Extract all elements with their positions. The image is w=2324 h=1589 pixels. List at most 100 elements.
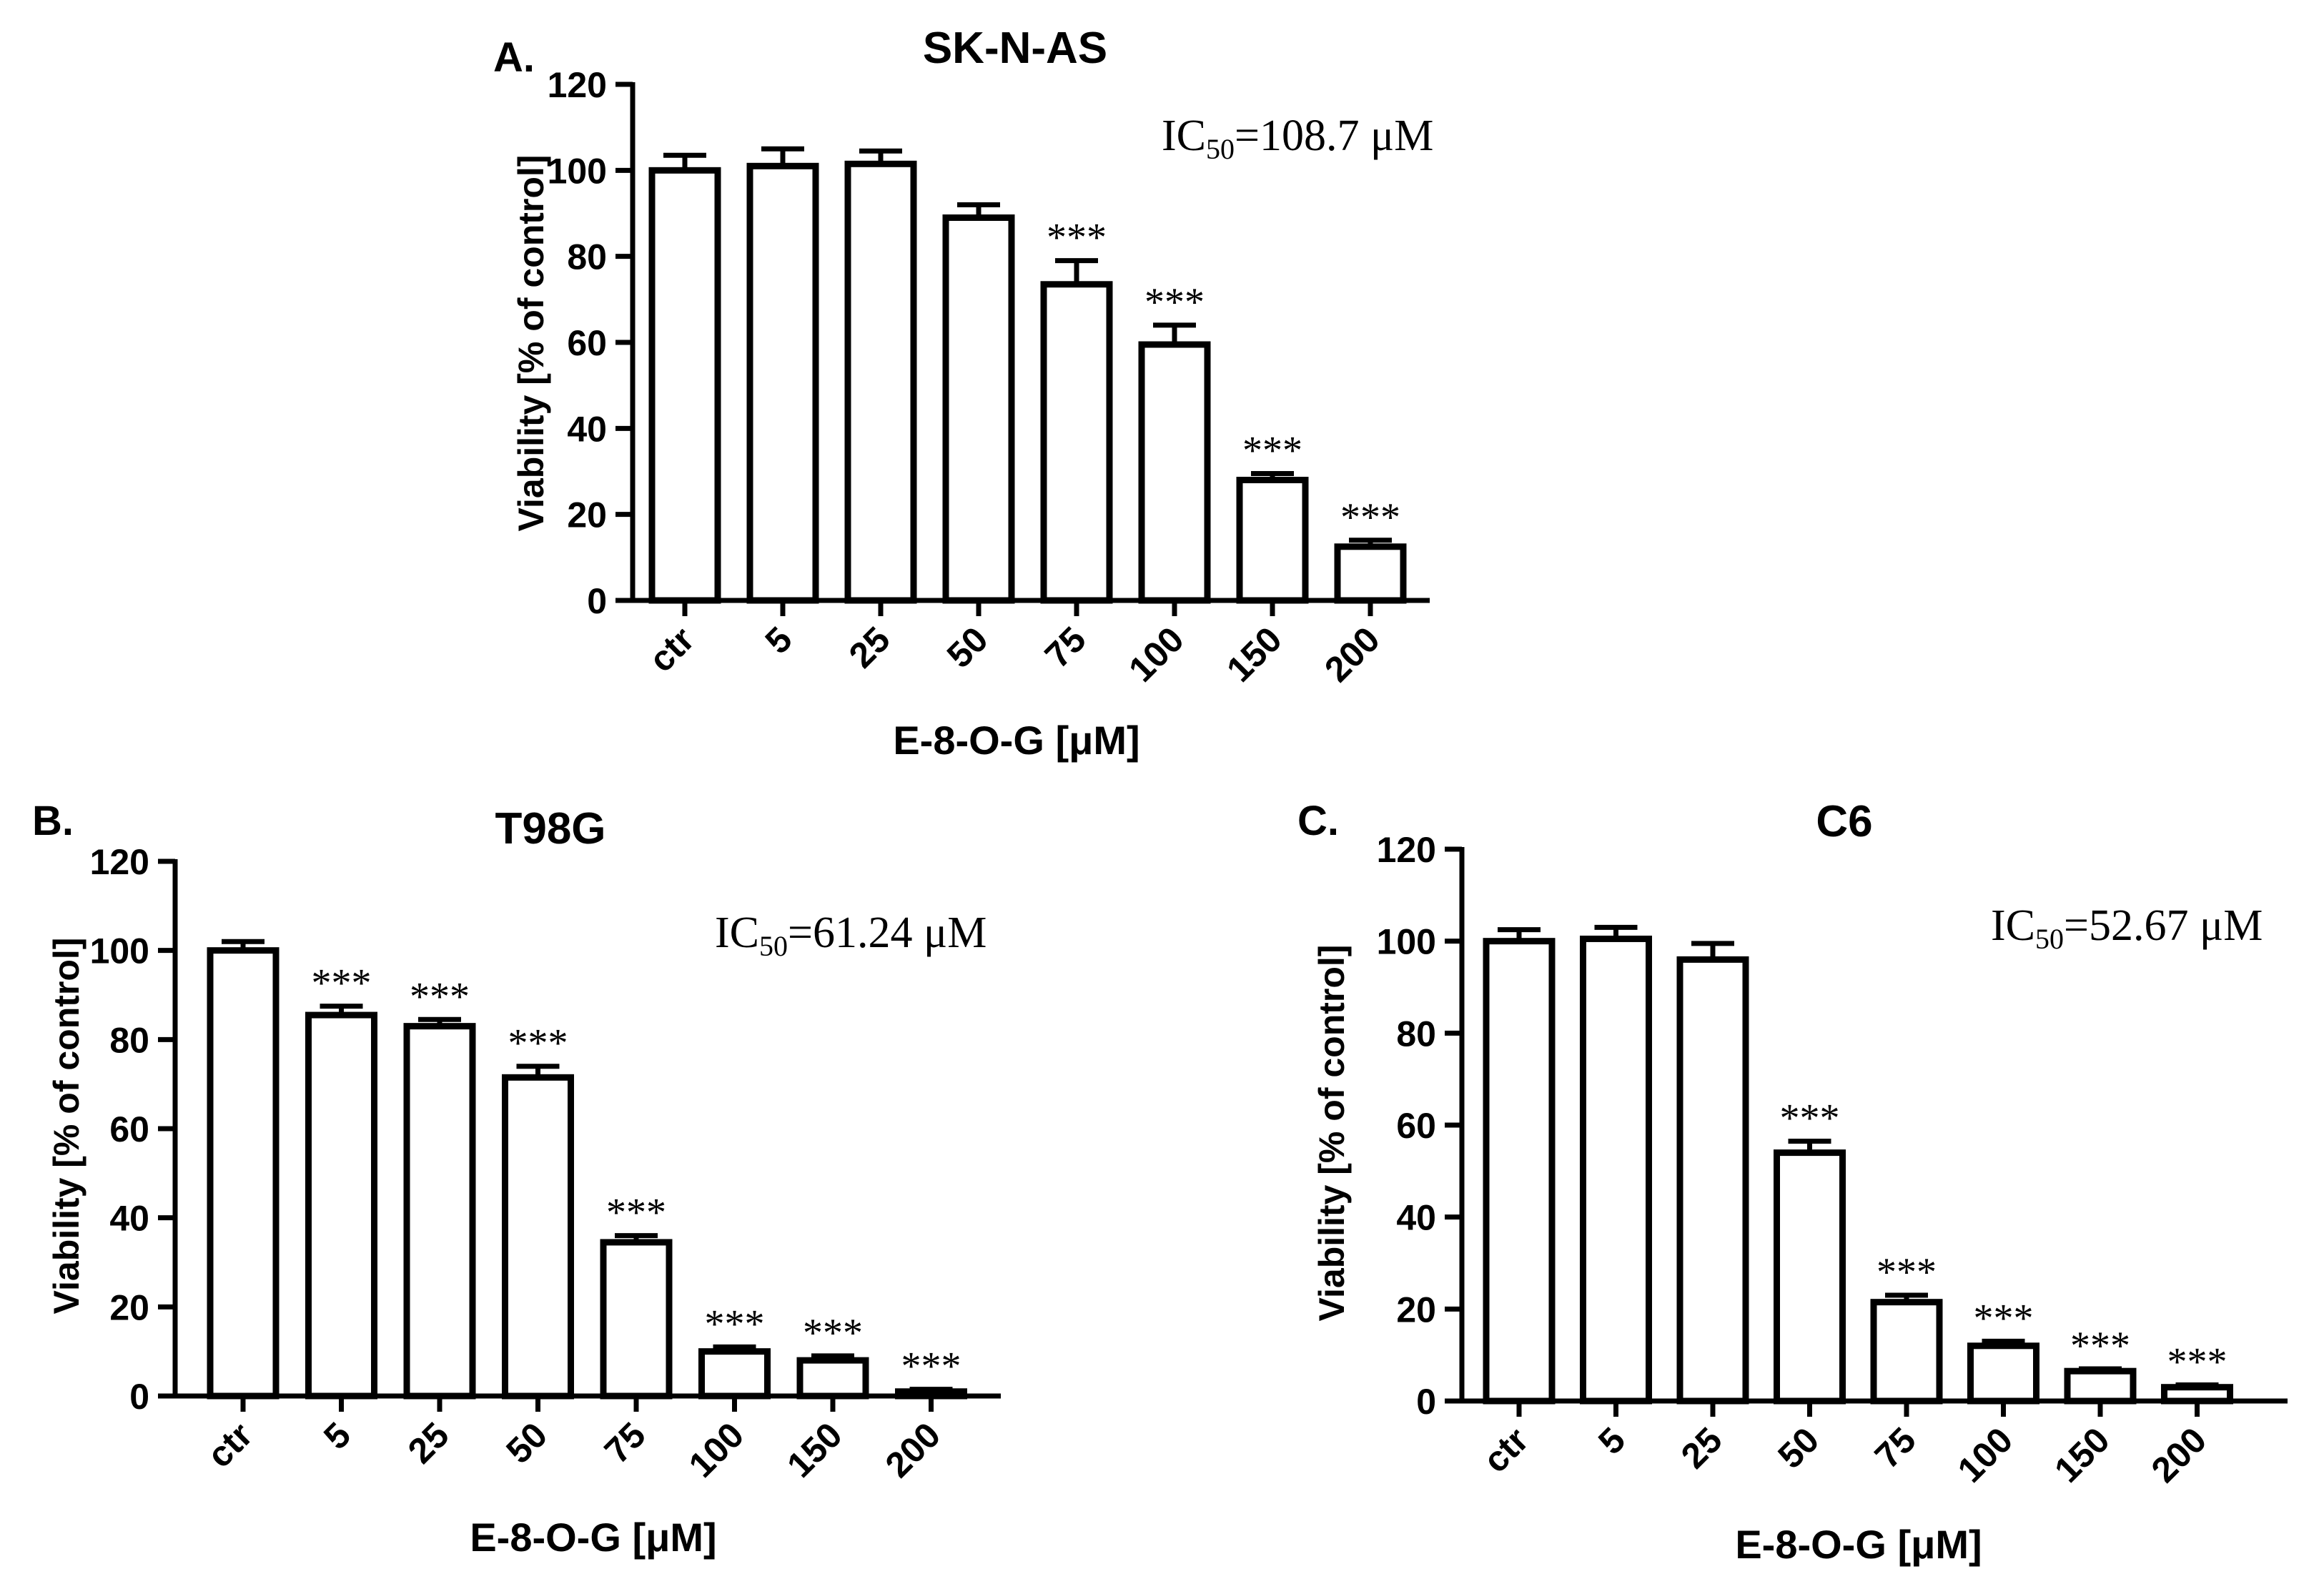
panel-b-bar (895, 1388, 967, 1400)
panel-c-xtick-label: 25 (1673, 1420, 1730, 1476)
panel-a-bar (1040, 281, 1113, 604)
panel-c-xtick-label: 5 (1591, 1420, 1633, 1462)
panel-b-bar (207, 947, 280, 1400)
panel-c-xlabel: E-8-O-G [μM] (1735, 1522, 1982, 1567)
panel-b-significance: *** (705, 1302, 765, 1346)
panel-b-bar (305, 1011, 377, 1400)
panel-c-ic50: IC50=52.67 μM (1991, 901, 2263, 955)
panel-c-significance: *** (1780, 1097, 1840, 1141)
panel-c-bar (1870, 1299, 1943, 1405)
panel-b-bar (403, 1023, 476, 1400)
panel-a-bar (1138, 341, 1211, 604)
panel-b-ic50-subscript: 50 (759, 930, 788, 962)
panel-a-significance: *** (1144, 280, 1205, 325)
panel-b-ytick-label: 20 (109, 1287, 149, 1327)
panel-a-ytick-label: 20 (567, 495, 607, 535)
panel-a-bar (942, 214, 1015, 604)
panel-b-significance: *** (606, 1191, 666, 1235)
panel-c-xtick-label: 50 (1770, 1420, 1826, 1476)
panel-c-xtick-label: 100 (1950, 1420, 2021, 1490)
panel-b-ic50-prefix: IC (715, 909, 759, 957)
panel-b-bar (796, 1357, 869, 1400)
panel-c-xtick-label: 150 (2047, 1420, 2117, 1490)
panel-a-ic50: IC50=108.7 μM (1162, 112, 1433, 165)
panel-c-ylabel: Viability [% of control] (1312, 945, 1352, 1322)
panel-b-xtick-label: 50 (498, 1415, 555, 1471)
panel-a: A. SK-N-AS IC50=108.7 μM 020406080100120… (493, 24, 1433, 763)
panel-a-plot: 0 20 40 60 80 100 120 ctr 5 25 50 *** 75 *** 100 *** 150… (548, 65, 1430, 690)
panel-b-significance: *** (803, 1311, 863, 1355)
panel-c-significance: *** (1876, 1250, 1937, 1295)
panel-a-ytick-label: 80 (567, 237, 607, 277)
panel-c-bar (2161, 1384, 2233, 1405)
panel-b-ic50-value: =61.24 μM (788, 909, 987, 957)
panel-a-xtick-label: 150 (1219, 619, 1290, 690)
panel-a-ytick-label: 100 (548, 151, 607, 191)
panel-a-ytick-label: 40 (567, 409, 607, 449)
panel-a-ylabel: Viability [% of control] (511, 155, 551, 532)
panel-b-xtick-label: ctr (199, 1415, 260, 1475)
panel-c-ytick-label: 40 (1396, 1198, 1436, 1238)
panel-c-ytick-label: 80 (1396, 1014, 1436, 1054)
panel-b-label: B. (32, 798, 74, 844)
panel-b-xlabel: E-8-O-G [μM] (470, 1515, 716, 1560)
panel-b-xtick-label: 5 (316, 1415, 358, 1457)
panel-a-ytick-label: 60 (567, 323, 607, 363)
panel-a-bar (1236, 477, 1309, 604)
panel-a-label: A. (493, 34, 535, 81)
panel-a-xtick-label: 200 (1317, 619, 1388, 690)
panel-a-xtick-label: ctr (641, 619, 702, 680)
panel-a-ytick-label: 120 (548, 65, 607, 105)
panel-b-significance: *** (410, 974, 470, 1019)
panel-c-ic50-prefix: IC (1991, 901, 2035, 950)
panel-a-significance: *** (1340, 495, 1400, 540)
panel-c-xtick-label: 75 (1867, 1420, 1924, 1476)
panel-b-xtick-label: 75 (597, 1415, 653, 1471)
panel-b-ylabel: Viability [% of control] (46, 938, 86, 1315)
panel-b-ytick-label: 100 (90, 931, 149, 971)
panel-a-xlabel: E-8-O-G [μM] (893, 718, 1139, 763)
panel-b-xtick-label: 100 (681, 1415, 752, 1485)
panel-c-bar (1676, 956, 1749, 1405)
panel-c-bar (1580, 935, 1652, 1405)
panel-c-bar (1483, 938, 1556, 1405)
panel-b-ytick-label: 60 (109, 1109, 149, 1149)
panel-b-ytick-label: 40 (109, 1199, 149, 1239)
panel-a-ic50-subscript: 50 (1206, 133, 1235, 165)
panel-b-ic50: IC50=61.24 μM (715, 909, 987, 962)
panel-b-xtick-label: 200 (878, 1415, 949, 1485)
panel-b-bar (502, 1074, 574, 1400)
panel-a-significance: *** (1242, 429, 1302, 473)
panel-b-bar (698, 1348, 771, 1400)
panel-c-significance: *** (2070, 1324, 2130, 1368)
panel-b-bar (600, 1239, 673, 1400)
panel-a-ic50-prefix: IC (1162, 112, 1206, 160)
panel-c-ytick-label: 120 (1377, 830, 1436, 870)
panel-c-ic50-subscript: 50 (2035, 923, 2064, 955)
panel-a-ic50-value: =108.7 μM (1235, 112, 1433, 160)
panel-a-xtick-label: 75 (1037, 619, 1094, 675)
panel-c-title: C6 (1816, 797, 1872, 846)
panel-b-significance: *** (312, 961, 372, 1006)
panel-b-significance: *** (901, 1345, 961, 1389)
panel-c-bar (1967, 1342, 2039, 1405)
panel-c-ytick-label: 100 (1377, 922, 1436, 962)
panel-c-ytick-label: 60 (1396, 1106, 1436, 1146)
panel-c-xtick-label: 200 (2144, 1420, 2215, 1490)
panel-b-xtick-label: 150 (779, 1415, 850, 1485)
panel-a-ytick-label: 0 (587, 581, 607, 621)
panel-c-significance: *** (2167, 1340, 2227, 1384)
panel-a-bar (844, 160, 917, 604)
panel-a-bar (648, 167, 721, 604)
panel-c-ic50-value: =52.67 μM (2064, 901, 2263, 950)
panel-c-ytick-label: 0 (1416, 1382, 1436, 1422)
panel-a-xtick-label: 100 (1121, 619, 1192, 690)
panel-c-bar (2064, 1367, 2137, 1405)
panel-c-label: C. (1297, 798, 1339, 844)
panel-a-xtick-label: 25 (841, 619, 898, 675)
panel-a-significance: *** (1047, 216, 1107, 260)
panel-a-xtick-label: 50 (939, 619, 996, 675)
panel-c-bar (1774, 1149, 1846, 1405)
panel-a-title: SK-N-AS (923, 24, 1107, 73)
